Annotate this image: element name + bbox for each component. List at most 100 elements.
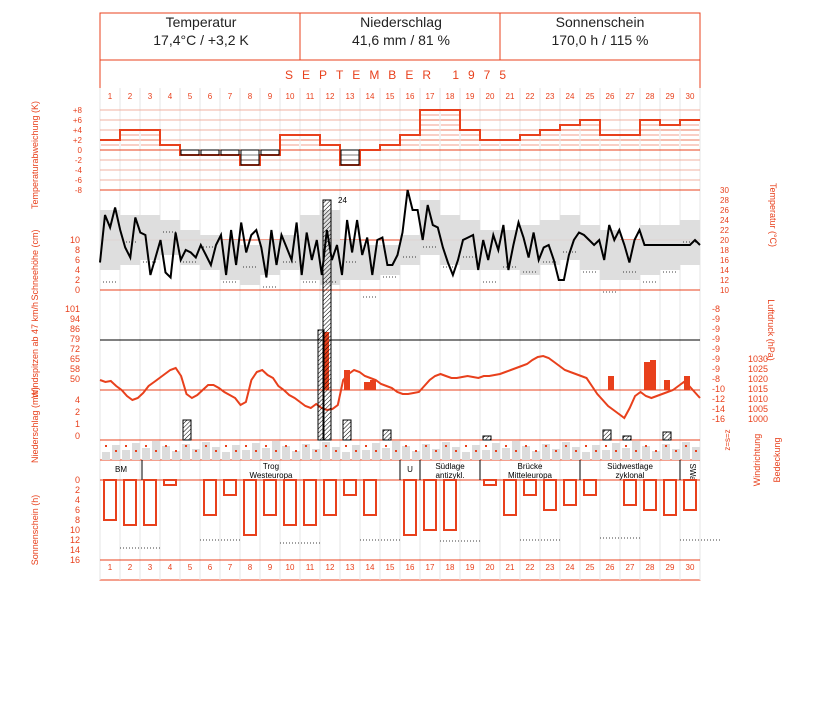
sunshine-tick: 0 xyxy=(75,475,80,485)
wind-direction-dot xyxy=(285,445,287,447)
anomaly-bar-neg xyxy=(200,149,220,156)
cloud-cover xyxy=(242,450,250,460)
wind-direction-dot xyxy=(365,445,367,447)
anomaly-bar-neg xyxy=(340,149,360,166)
wind-tick-right: -9 xyxy=(712,324,720,334)
day-number-top: 20 xyxy=(486,92,495,101)
day-number-bottom: 18 xyxy=(446,563,455,572)
day-number-top: 7 xyxy=(228,92,233,101)
cloud-cover xyxy=(562,442,570,460)
precip-bar xyxy=(382,429,392,441)
cloud-cover xyxy=(462,452,470,460)
temp-range-bar xyxy=(640,225,660,275)
wind-direction-dot xyxy=(695,450,697,452)
pressure-tick-left: -14 xyxy=(712,404,725,414)
wind-tick-right: -9 xyxy=(712,314,720,324)
anomaly-axis-label: Temperaturabweichung (K) xyxy=(30,101,40,209)
wind-direction-label: Windrichtung xyxy=(752,434,762,487)
cloud-cover xyxy=(302,444,310,460)
sunshine-bar xyxy=(623,479,637,506)
precip-bar xyxy=(482,435,492,441)
sunshine-tick: 16 xyxy=(70,555,80,565)
cloud-cover xyxy=(552,449,560,460)
temperature-value: 17,4°C / +3,2 K xyxy=(153,32,249,48)
sunshine-value: 170,0 h / 115 % xyxy=(551,32,649,48)
sunshine-bar xyxy=(163,479,177,486)
temp-tick: 10 xyxy=(720,286,729,295)
wind-direction-dot xyxy=(635,450,637,452)
pressure-tick: 1015 xyxy=(748,384,768,394)
cloud-cover xyxy=(222,452,230,460)
day-number-bottom: 7 xyxy=(228,563,233,572)
wind-direction-dot xyxy=(545,445,547,447)
anomaly-tick: +8 xyxy=(73,106,83,115)
day-number-bottom: 30 xyxy=(686,563,695,572)
wind-direction-dot xyxy=(465,445,467,447)
pressure-line xyxy=(99,354,701,420)
day-number-bottom: 22 xyxy=(526,563,535,572)
day-number-bottom: 16 xyxy=(406,563,415,572)
wind-direction-dot xyxy=(625,445,627,447)
month-title: SEPTEMBER 1975 xyxy=(285,68,515,82)
anomaly-tick: -8 xyxy=(75,186,83,195)
day-number-top: 29 xyxy=(666,92,675,101)
sunshine-bar xyxy=(223,479,237,496)
day-number-bottom: 3 xyxy=(148,563,153,572)
pressure-tick: 1025 xyxy=(748,364,768,374)
day-number-bottom: 2 xyxy=(128,563,133,572)
wind-direction-dot xyxy=(665,445,667,447)
cloud-cover xyxy=(532,451,540,460)
sunshine-bar xyxy=(363,479,377,516)
precip-bar xyxy=(602,429,612,441)
sunshine-tick: 2 xyxy=(75,485,80,495)
wind-axis-label: Windspitzen ab 47 km/h xyxy=(30,302,40,398)
wind-direction-dot xyxy=(335,450,337,452)
temp-tick: 12 xyxy=(720,276,729,285)
precip-bar xyxy=(182,419,192,441)
sunshine-bar xyxy=(263,479,277,516)
precip-bar xyxy=(317,329,325,441)
wind-gust-bar xyxy=(364,382,370,390)
wind-tick-right: -8 xyxy=(712,374,720,384)
wind-direction-dot xyxy=(555,450,557,452)
snow-tick: 8 xyxy=(75,245,80,255)
anomaly-bar-neg xyxy=(260,149,280,156)
precip-tick: 0 xyxy=(75,431,80,441)
day-number-top: 25 xyxy=(586,92,595,101)
weather-type-label: antizykl. xyxy=(436,471,465,480)
wind-direction-dot xyxy=(315,450,317,452)
wind-tick-right: -9 xyxy=(712,364,720,374)
temp-range-bar xyxy=(660,225,680,270)
wind-direction-dot xyxy=(645,445,647,447)
day-number-top: 13 xyxy=(346,92,355,101)
snow-tick: 2 xyxy=(75,275,80,285)
day-number-top: 12 xyxy=(326,92,335,101)
wind-tick: 65 xyxy=(70,354,80,364)
cloud-cover xyxy=(602,450,610,460)
snow-tick: 0 xyxy=(75,285,80,295)
weather-type-label: Südlage xyxy=(435,462,465,471)
temp-range-bar xyxy=(460,220,480,270)
wind-gust-bar xyxy=(344,370,350,390)
wind-direction-dot xyxy=(605,445,607,447)
precip-annotation: 24 xyxy=(338,196,347,205)
wind-tick: 50 xyxy=(70,374,80,384)
temp-tick: 14 xyxy=(720,266,729,275)
wind-direction-dot xyxy=(415,450,417,452)
temp-range-bar xyxy=(140,215,160,260)
precip-bar xyxy=(662,431,672,441)
temp-mean-line xyxy=(99,189,701,281)
cloud-cover xyxy=(432,449,440,460)
wind-direction-dot xyxy=(255,450,257,452)
cloud-cover xyxy=(582,452,590,460)
cloud-cover xyxy=(662,444,670,460)
temp-range-bar xyxy=(580,225,600,270)
cloud-cover xyxy=(362,450,370,460)
anomaly-tick: 0 xyxy=(78,146,83,155)
temp-tick: 20 xyxy=(720,236,729,245)
temp-range-bar xyxy=(240,245,260,285)
wind-direction-dot xyxy=(275,450,277,452)
day-number-top: 21 xyxy=(506,92,515,101)
sunshine-axis-label: Sonnenschein (h) xyxy=(30,495,40,566)
wind-tick: 72 xyxy=(70,344,80,354)
